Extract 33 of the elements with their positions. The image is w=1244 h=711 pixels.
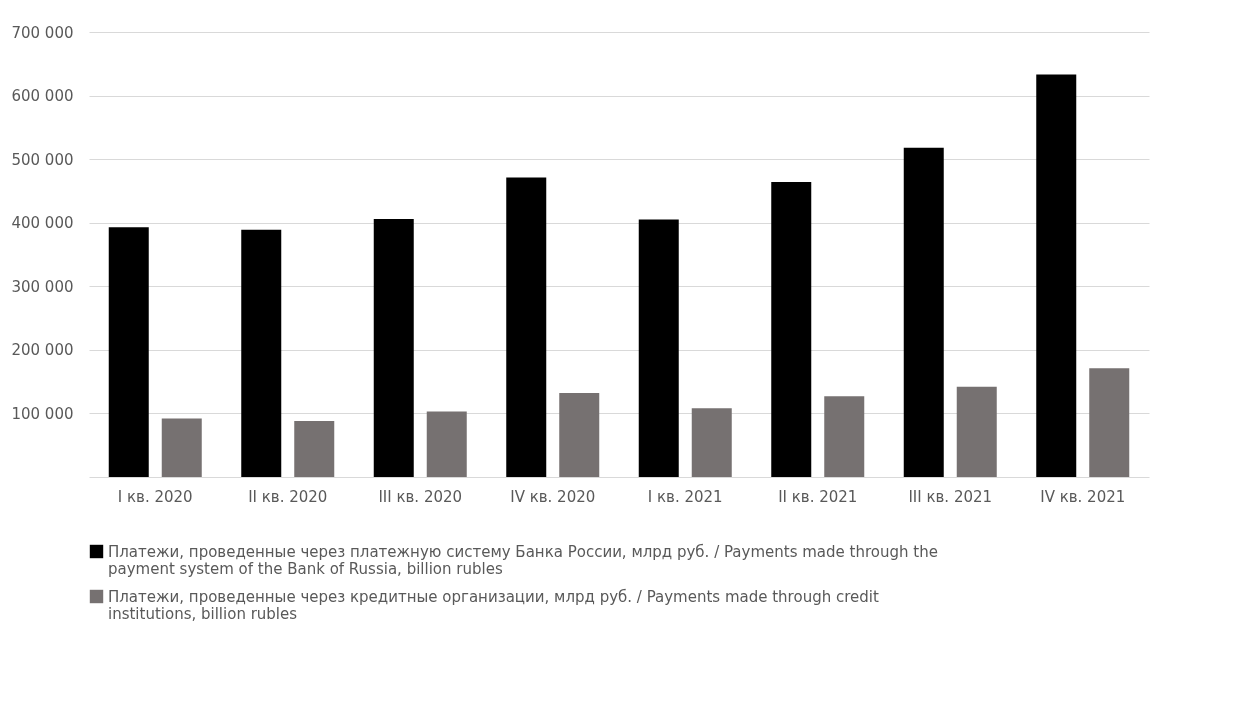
bar <box>691 408 732 477</box>
bar <box>559 393 600 477</box>
bar <box>1089 368 1130 477</box>
y-tick-label: 500 000 <box>11 150 74 169</box>
y-tick-label: 700 000 <box>11 23 74 42</box>
bar <box>161 418 202 477</box>
bar <box>1036 74 1077 477</box>
bar <box>638 219 679 477</box>
y-tick-label: 400 000 <box>11 214 74 233</box>
x-tick-label: I кв. 2021 <box>647 487 723 506</box>
bar <box>824 396 865 477</box>
bar <box>903 147 944 477</box>
bar <box>108 227 149 477</box>
bar <box>294 421 335 477</box>
x-tick-label: II кв. 2020 <box>248 487 328 506</box>
y-tick-label: 600 000 <box>11 87 74 106</box>
legend-label: Платежи, проведенные через кредитные организации, млрд руб. / Payments made through credit institutions, billion rubles <box>108 587 879 623</box>
x-tick-label: III кв. 2021 <box>908 487 993 506</box>
bar <box>426 411 467 477</box>
y-tick-label: 200 000 <box>11 341 74 360</box>
legend-label: Платежи, проведенные через платежную систему Банка России, млрд руб. / Payments made through the payment system of the Bank of Russia, billion rubles <box>108 542 938 578</box>
x-tick-label: III кв. 2020 <box>378 487 463 506</box>
y-tick-label: 300 000 <box>11 277 74 296</box>
x-tick-label: II кв. 2021 <box>778 487 858 506</box>
bar <box>956 386 997 477</box>
bar <box>373 218 414 477</box>
x-tick-label: IV кв. 2020 <box>510 487 596 506</box>
bar <box>241 229 282 477</box>
x-tick-label: IV кв. 2021 <box>1040 487 1126 506</box>
x-tick-label: I кв. 2020 <box>117 487 193 506</box>
bar <box>506 177 547 477</box>
bar <box>771 182 812 477</box>
y-tick-label: 100 000 <box>11 404 74 423</box>
